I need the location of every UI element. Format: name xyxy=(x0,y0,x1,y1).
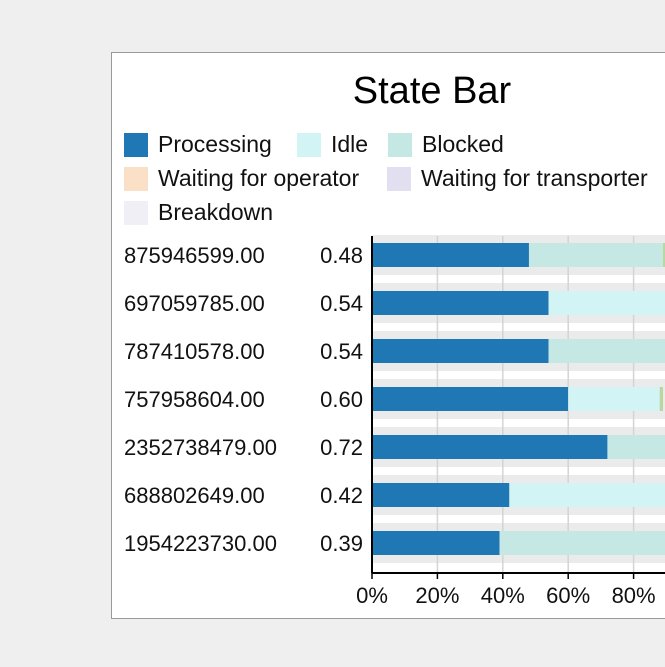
row-category-label: 688802649.00 xyxy=(124,483,265,508)
row-category-label: 2352738479.00 xyxy=(124,435,277,460)
bar-processing-3 xyxy=(372,387,569,411)
bar-processing-2 xyxy=(372,339,549,363)
row-category-label: 757958604.00 xyxy=(124,387,265,412)
chart-title: State Bar xyxy=(353,70,512,112)
chart-panel: State Bar Processing Idle Blocked Waiting fo… xyxy=(111,52,665,619)
row-value-label: 0.42 xyxy=(320,483,363,508)
legend-label-0: Processing xyxy=(158,131,272,157)
legend-swatch-1 xyxy=(297,133,321,157)
legend-label-1: Idle xyxy=(331,131,368,157)
legend-swatch-2 xyxy=(388,133,412,157)
bar-processing-1 xyxy=(372,291,549,315)
x-tick-label: 80% xyxy=(612,583,656,608)
legend-swatch-0 xyxy=(124,133,148,157)
row-category-label: 875946599.00 xyxy=(124,243,265,268)
state-bar-chart: State Bar Processing Idle Blocked Waiting fo… xyxy=(124,70,665,608)
x-tick-label: 40% xyxy=(481,583,525,608)
legend-swatch-4 xyxy=(387,167,411,191)
legend-swatch-3 xyxy=(124,167,148,191)
legend-label-2: Blocked xyxy=(422,131,504,157)
bar-extra-3 xyxy=(659,387,664,411)
row-category-label: 787410578.00 xyxy=(124,339,265,364)
x-tick-label: 0% xyxy=(356,583,388,608)
x-tick-label: 20% xyxy=(415,583,459,608)
x-tick-label: 60% xyxy=(546,583,590,608)
bar-processing-5 xyxy=(372,483,510,507)
bar-blocked-6 xyxy=(499,531,665,555)
legend-label-4: Waiting for transporter xyxy=(421,165,648,191)
bar-processing-6 xyxy=(372,531,500,555)
bar-idle-3 xyxy=(568,387,660,411)
bar-idle-5 xyxy=(509,483,665,507)
row-value-label: 0.54 xyxy=(320,339,363,364)
row-value-label: 0.48 xyxy=(320,243,363,268)
bar-blocked-2 xyxy=(548,339,665,363)
bar-processing-4 xyxy=(372,435,608,459)
row-value-label: 0.72 xyxy=(320,435,363,460)
bar-blocked-0 xyxy=(528,243,664,267)
row-category-label: 1954223730.00 xyxy=(124,531,277,556)
bar-blocked-4 xyxy=(607,435,665,459)
legend-label-3: Waiting for operator xyxy=(158,165,359,191)
bar-processing-0 xyxy=(372,243,529,267)
row-value-label: 0.60 xyxy=(320,387,363,412)
row-category-label: 697059785.00 xyxy=(124,291,265,316)
legend-label-5: Breakdown xyxy=(158,199,273,225)
bar-extra-0 xyxy=(663,243,665,267)
row-value-label: 0.39 xyxy=(320,531,363,556)
legend-swatch-5 xyxy=(124,201,148,225)
row-value-label: 0.54 xyxy=(320,291,363,316)
bar-idle-1 xyxy=(548,291,665,315)
